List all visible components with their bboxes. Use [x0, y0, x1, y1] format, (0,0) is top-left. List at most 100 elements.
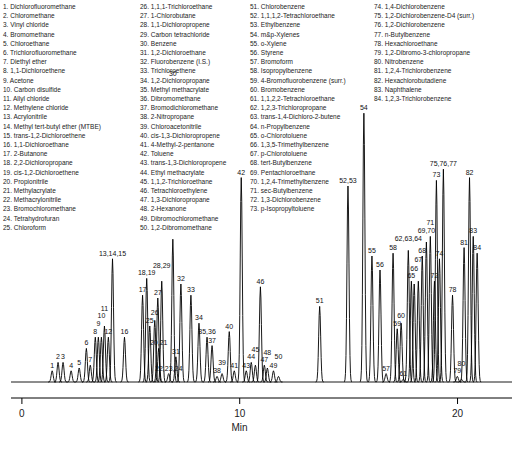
compound-name: 27. 1-Chlorobutane — [140, 12, 196, 19]
peak-label: 28,29 — [153, 262, 171, 269]
compound-name: 31. 1,2-Dichloroethane — [140, 49, 206, 56]
peak — [75, 368, 83, 382]
compound-name: 34. 1,2-Dichloropropane — [140, 77, 210, 85]
compound-name: 44. Ethyl methacrylate — [140, 169, 205, 177]
compound-name: 28. 1,1-Dichloropropene — [140, 21, 210, 29]
x-tick-label: 10 — [234, 408, 246, 419]
compound-name: 29. Carbon tetrachloride — [140, 31, 210, 38]
peak-label: 11 — [101, 305, 108, 312]
peak-label: 52,53 — [339, 177, 357, 184]
peak-label: 6 — [84, 339, 88, 346]
peak-label: 51 — [316, 297, 324, 304]
peak-label: 31 — [172, 348, 180, 355]
peak-label: 20,21 — [150, 339, 168, 346]
compound-list: 1. Dichlorofluoromethane2. Chloromethane… — [3, 3, 474, 231]
compound-name: 60. Bromobenzene — [250, 86, 305, 93]
compound-name: 55. o-Xylene — [250, 40, 287, 48]
peak-label: 84 — [473, 244, 481, 251]
compound-name: 13. Acrylonitrile — [3, 113, 47, 121]
compound-name: 15. trans-1,2-Dichloroethene — [3, 132, 86, 139]
compound-name: 1. Dichlorofluoromethane — [3, 3, 76, 10]
compound-name: 22. Methacrylonitrile — [3, 196, 62, 204]
compound-name: 82. Hexachlorobutadiene — [374, 77, 447, 84]
compound-name: 14. Methyl tert-butyl ether (MTBE) — [3, 123, 101, 131]
compound-name: 50. 1,2-Dibromomethane — [140, 224, 212, 231]
peak — [67, 371, 75, 382]
peak — [316, 306, 324, 382]
peak — [151, 320, 159, 382]
peak-label: 30 — [169, 70, 177, 77]
compound-name: 37. Bromodichloromethane — [140, 104, 218, 111]
peak — [225, 332, 233, 382]
peak-label: 17 — [139, 286, 147, 293]
compound-name: 5. Chloroethane — [3, 40, 50, 47]
peak-label: 13,14,15 — [99, 250, 126, 257]
peak-label: 54 — [360, 104, 368, 111]
peak-label: 55 — [368, 247, 376, 254]
compound-name: 51. Chlorobenzene — [250, 3, 305, 10]
peak-label: 40 — [225, 323, 233, 330]
compound-name: 24. Tetrahydrofuran — [3, 215, 60, 223]
compound-name: 25. Chloroform — [3, 224, 46, 231]
compound-name: 58. Isopropylbenzene — [250, 67, 313, 75]
compound-name: 20. Propionitrile — [3, 178, 49, 186]
peak-label: 56 — [376, 261, 384, 268]
compound-name: 62. 1,2,3-Trichloropropane — [250, 104, 327, 112]
peak-label: 8 — [93, 328, 97, 335]
peak — [120, 337, 128, 382]
peak-label: 50 — [275, 353, 283, 360]
peak-label: 73 — [433, 171, 441, 178]
peak-label: 58 — [389, 244, 397, 251]
peak-label: 75,76,77 — [430, 160, 457, 167]
peak — [473, 253, 481, 382]
compound-name: 12. Methylene chloride — [3, 104, 69, 112]
chromatogram: 1. Dichlorofluoromethane2. Chloromethane… — [0, 0, 517, 450]
peak-labels: 12345678910111213,14,15161718,1925262720… — [50, 70, 481, 377]
compound-name: 9. Acetone — [3, 77, 34, 84]
compound-name: 16. 1,1-Dichloroethane — [3, 141, 69, 148]
peak-label: 27 — [154, 289, 162, 296]
peak-label: 82 — [466, 169, 474, 176]
peak-label: 26 — [151, 309, 159, 316]
compound-name: 35. Methyl methacrylate — [140, 86, 209, 94]
peak-label: 72 — [431, 272, 439, 279]
plot-area — [11, 113, 512, 382]
peak-label: 59 — [393, 320, 401, 327]
peak — [399, 379, 407, 382]
peak-label: 12 — [104, 328, 112, 335]
peak — [274, 376, 282, 382]
compound-name: 78. Hexachloroethane — [374, 40, 438, 47]
peak-label: 18,19 — [138, 269, 156, 276]
peak-label: 5 — [77, 359, 81, 366]
peak — [218, 374, 226, 382]
peak — [187, 295, 195, 382]
peak-label: 16 — [121, 328, 129, 335]
compound-name: 70. 1,2,4-Trimethylbenzene — [250, 178, 329, 186]
compound-name: 68. tert-Butylbenzene — [250, 159, 312, 167]
peak-label: 42 — [237, 169, 245, 176]
peak-label: 2 — [56, 353, 60, 360]
compound-name: 6. Trichlorofluoromethane — [3, 49, 77, 56]
peak-label: 43 — [242, 362, 250, 369]
peak-label: 32 — [177, 275, 185, 282]
peak-label: 34 — [195, 314, 203, 321]
compound-name: 83. Naphthalene — [374, 86, 422, 94]
compound-name: 73. p-Isopropyltoluene — [250, 205, 315, 213]
peak — [382, 374, 390, 382]
compound-name: 69. Pentachloroethane — [250, 169, 316, 176]
peak-label: 4 — [69, 362, 73, 369]
compound-name: 45. 1,1,2-Trichloroethane — [140, 178, 213, 185]
peak-label: 33 — [187, 286, 195, 293]
peak-label: 3 — [61, 353, 65, 360]
compound-name: 75. 1,2-Dichlorobenzene-D4 (surr.) — [374, 12, 474, 20]
peak-label: 48 — [263, 349, 271, 356]
compound-name: 32. Fluorobenzene (I.S.) — [140, 58, 210, 66]
compound-name: 26. 1,1,1-Trichloroethane — [140, 3, 213, 10]
peak — [230, 371, 238, 382]
peak — [269, 371, 277, 382]
x-tick — [21, 398, 22, 404]
peak-label: 45 — [252, 346, 260, 353]
compound-name: 49. Dibromochloromethane — [140, 215, 219, 222]
compound-name: 21. Methylacrylate — [3, 187, 56, 195]
x-tick — [239, 398, 240, 404]
